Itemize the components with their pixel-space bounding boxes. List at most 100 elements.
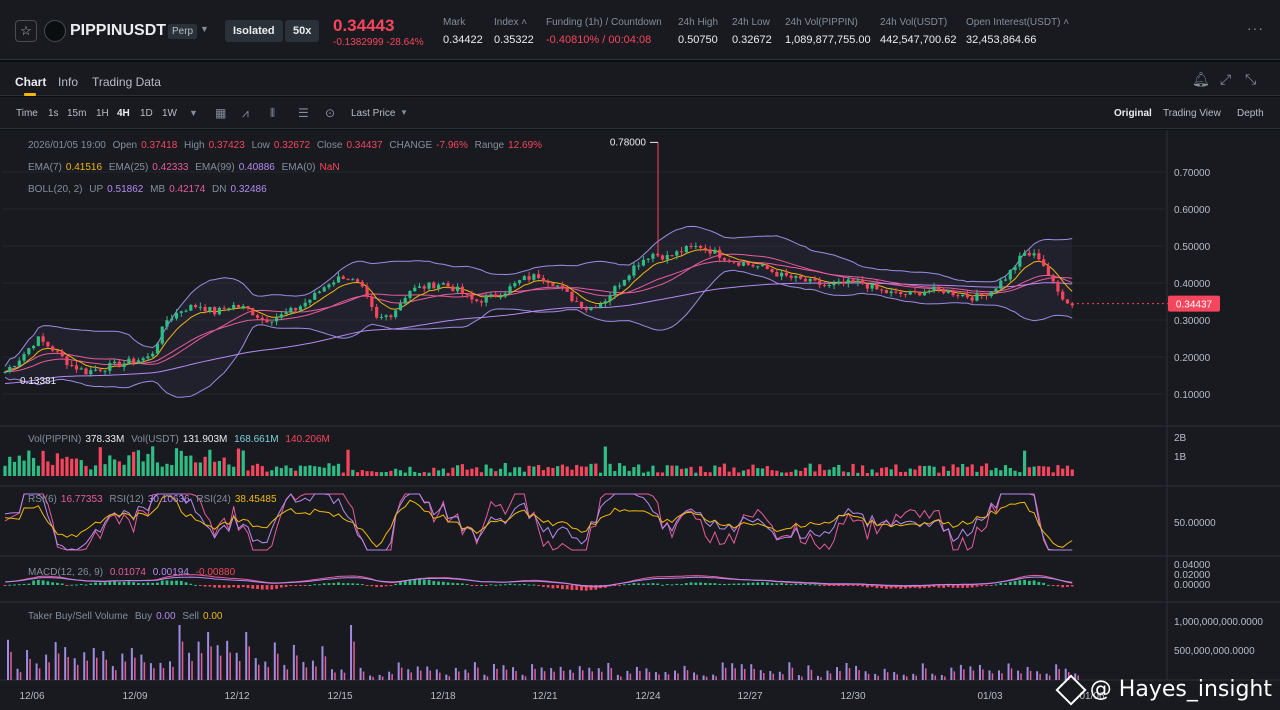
- interval-15m[interactable]: 15m: [67, 108, 87, 119]
- candle-body: [579, 301, 584, 309]
- candle-type-icon[interactable]: ⫴: [270, 106, 276, 120]
- macd-histogram-bar: [937, 585, 941, 588]
- volume-bar: [922, 466, 927, 476]
- volume-bar: [946, 470, 950, 476]
- candle-body: [498, 296, 503, 298]
- candle-body: [141, 358, 145, 361]
- volume-bar: [270, 470, 274, 476]
- indicators-icon[interactable]: ⩘: [242, 106, 249, 120]
- candle-body: [127, 358, 131, 364]
- tab-chart[interactable]: Chart: [15, 75, 47, 89]
- volume-bar: [70, 458, 74, 476]
- price-type-select[interactable]: Last Price: [351, 108, 396, 119]
- volume-bar: [956, 467, 960, 476]
- expand-icon[interactable]: ⤢: [1220, 71, 1232, 87]
- macd-histogram-bar: [1047, 584, 1050, 586]
- tab-info[interactable]: Info: [58, 75, 79, 89]
- macd-histogram-bar: [851, 585, 855, 586]
- drawing-tools-icon[interactable]: ⊙: [325, 106, 336, 120]
- candle-body: [980, 293, 984, 295]
- macd-histogram-bar: [56, 582, 59, 585]
- macd-histogram-bar: [842, 585, 845, 586]
- interval-1w[interactable]: 1W: [162, 108, 177, 119]
- candle-body: [12, 365, 17, 367]
- candle-body: [589, 307, 593, 310]
- macd-histogram-bar: [1051, 585, 1055, 586]
- interval-1s[interactable]: 1s: [48, 108, 59, 119]
- chart-area[interactable]: 0.70000 0.60000 0.50000 0.40000 0.30000 0.200…: [0, 130, 1280, 710]
- candle-body: [346, 278, 350, 280]
- bell-icon[interactable]: 🔔︎: [1192, 71, 1210, 87]
- candle-body: [298, 306, 302, 311]
- favorite-star-icon[interactable]: ☆: [15, 20, 37, 42]
- tab-trading-data[interactable]: Trading Data: [92, 75, 161, 89]
- price-chart[interactable]: 0.70000 0.60000 0.50000 0.40000 0.30000 0.200…: [0, 130, 1280, 710]
- margin-mode-button[interactable]: Isolated: [225, 20, 283, 42]
- contract-type-badge: Perp: [168, 24, 198, 39]
- volume-bar: [765, 466, 769, 476]
- candle-body: [65, 356, 69, 366]
- candle-body: [880, 289, 884, 291]
- macd-histogram-bar: [775, 583, 779, 585]
- ema99-label: EMA(99): [195, 162, 235, 173]
- macd-histogram-bar: [1018, 580, 1022, 585]
- volume-bar: [608, 463, 612, 476]
- calendar-icon[interactable]: ▦: [215, 106, 227, 120]
- interval-1h[interactable]: 1H: [96, 108, 109, 119]
- volume-bar: [708, 472, 712, 476]
- view-depth[interactable]: Depth: [1237, 108, 1264, 119]
- volume-bar: [1027, 467, 1031, 476]
- volume-bar: [327, 463, 331, 476]
- candle-body: [155, 343, 160, 354]
- macd-histogram-bar: [980, 585, 984, 587]
- volume-bar: [193, 462, 198, 476]
- vol-label: Vol(PIPPIN): [28, 434, 82, 445]
- interval-time[interactable]: Time: [16, 108, 38, 119]
- candle-body: [74, 365, 79, 370]
- collapse-icon[interactable]: ⤡: [1245, 71, 1257, 87]
- interval-dropdown-icon[interactable]: ▼: [189, 108, 198, 118]
- symbol-name[interactable]: PIPPINUSDT: [70, 22, 167, 39]
- candle-body: [151, 353, 155, 357]
- candle-body: [541, 278, 545, 282]
- candle-body: [732, 261, 736, 263]
- volume-bar: [251, 465, 255, 476]
- watermark-logo-icon: [1055, 674, 1087, 706]
- chevron-down-icon[interactable]: ▼: [200, 24, 209, 34]
- volume-bar: [336, 463, 341, 476]
- volume-bar: [889, 469, 893, 476]
- macd-histogram-bar: [379, 585, 383, 587]
- low-marker-label: 0.13381: [20, 376, 57, 387]
- macd-histogram-bar: [518, 584, 521, 586]
- volume-bar: [856, 472, 860, 476]
- macd-histogram-bar: [823, 585, 826, 586]
- interval-4h[interactable]: 4H: [117, 108, 130, 119]
- stat-value: 1,089,877,755.00: [785, 34, 871, 46]
- interval-1d[interactable]: 1D: [140, 108, 153, 119]
- macd-hist-value: -0.00880: [195, 567, 236, 578]
- volume-bar: [127, 455, 131, 476]
- macd-histogram-bar: [284, 585, 288, 587]
- volume-bar: [589, 463, 593, 476]
- macd-histogram-bar: [184, 582, 188, 585]
- rsi6-value: 16.77353: [60, 494, 103, 505]
- macd-histogram-bar: [108, 581, 112, 585]
- view-tradingview[interactable]: Trading View: [1163, 108, 1221, 119]
- macd-histogram-bar: [646, 583, 650, 585]
- volume-bar: [775, 470, 779, 476]
- more-options-icon[interactable]: ···: [1247, 20, 1264, 36]
- macd-histogram-bar: [761, 582, 764, 585]
- leverage-button[interactable]: 50x: [285, 20, 320, 42]
- macd-histogram-bar: [160, 580, 164, 585]
- volume-bar: [355, 472, 360, 476]
- macd-histogram-bar: [446, 582, 450, 585]
- volume-bar: [699, 466, 703, 476]
- candle-body: [660, 255, 665, 260]
- boll-lower-line: [4, 269, 1073, 398]
- settings-sliders-icon[interactable]: ☰: [298, 106, 309, 120]
- candle-body: [999, 280, 1003, 289]
- view-original[interactable]: Original: [1114, 108, 1152, 119]
- candle-body: [3, 371, 7, 373]
- price-type-chevron-icon[interactable]: ▼: [400, 108, 408, 117]
- candle-body: [432, 282, 436, 289]
